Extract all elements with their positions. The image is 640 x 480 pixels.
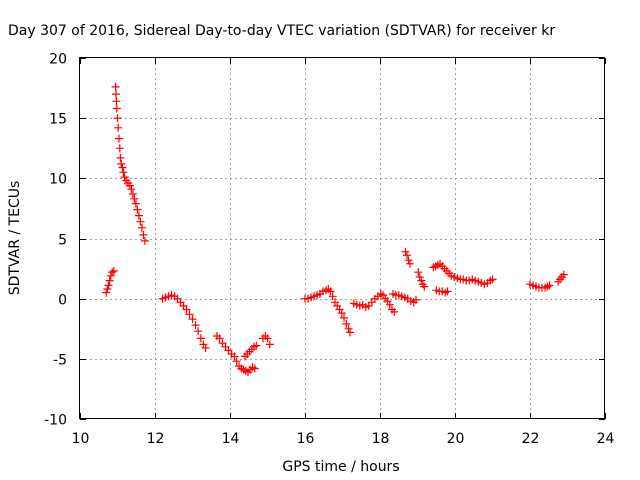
data-point-marker	[265, 340, 274, 349]
data-point-marker	[134, 211, 143, 220]
x-tick-label: 14	[222, 431, 240, 447]
data-point-marker	[342, 319, 351, 328]
y-tick-label: 20	[49, 52, 67, 68]
data-point-marker	[230, 352, 239, 361]
data-point-marker	[188, 315, 197, 324]
x-tick-label: 10	[72, 431, 90, 447]
data-point-marker	[114, 123, 123, 132]
data-point-marker	[120, 173, 129, 182]
y-tick-label: 0	[58, 293, 67, 309]
y-axis-title: SDTVAR / TECUs	[7, 181, 23, 296]
data-point-marker	[136, 217, 145, 226]
data-point-marker	[328, 292, 337, 301]
data-point-marker	[127, 185, 136, 194]
data-point-marker	[340, 313, 348, 322]
x-tick-label: 18	[372, 431, 390, 447]
data-point-marker	[417, 276, 426, 285]
data-point-marker	[337, 309, 346, 318]
data-point-marker	[545, 281, 554, 290]
data-point-marker	[232, 357, 241, 366]
axis-ticks: 10 12 14 16 18 20 22 24 -10 -5 0 5 10 15 20	[44, 52, 614, 448]
plot-frame	[79, 57, 605, 419]
data-point-marker	[344, 324, 353, 333]
data-point-marker	[137, 223, 146, 232]
data-points	[102, 82, 568, 377]
data-point-marker	[117, 159, 126, 168]
data-point-marker	[390, 307, 399, 316]
data-point-marker	[185, 310, 194, 319]
data-point-marker	[414, 268, 423, 277]
data-point-marker	[412, 295, 420, 304]
data-point-marker	[201, 344, 210, 352]
x-tick-label: 24	[597, 431, 615, 447]
x-tick-label: 12	[147, 431, 165, 447]
data-point-marker	[420, 282, 429, 291]
data-point-marker	[125, 181, 134, 190]
data-point-marker	[108, 268, 117, 277]
data-point-marker	[191, 321, 200, 330]
data-point-marker	[140, 236, 149, 245]
data-point-marker	[113, 114, 122, 123]
data-point-marker	[106, 271, 115, 280]
chart-title: Day 307 of 2016, Sidereal Day-to-day VTE…	[8, 23, 555, 39]
data-point-marker	[112, 104, 121, 113]
data-point-marker	[112, 90, 120, 99]
y-tick-label: 15	[49, 112, 67, 128]
y-tick-label: -5	[53, 353, 67, 369]
data-point-marker	[111, 82, 120, 91]
data-point-marker	[109, 267, 118, 275]
data-point-marker	[406, 259, 414, 268]
data-point-marker	[130, 194, 139, 203]
data-point-marker	[128, 190, 137, 198]
grid	[80, 58, 605, 419]
data-point-marker	[196, 334, 205, 343]
data-point-marker	[385, 300, 394, 309]
data-point-marker	[252, 341, 261, 350]
data-point-marker	[112, 97, 121, 106]
y-tick-label: -10	[44, 413, 67, 429]
data-point-marker	[263, 334, 272, 343]
data-point-marker	[488, 275, 497, 284]
data-point-marker	[104, 281, 113, 290]
x-tick-label: 16	[297, 431, 315, 447]
data-point-marker	[115, 134, 123, 143]
data-point-marker	[403, 251, 411, 260]
data-point-marker	[559, 270, 568, 279]
y-tick-label: 5	[58, 233, 67, 249]
data-point-marker	[116, 153, 125, 162]
x-axis-title: GPS time / hours	[282, 459, 399, 475]
data-point-marker	[133, 205, 142, 214]
data-point-marker	[102, 288, 111, 297]
data-point-marker	[194, 327, 203, 336]
x-tick-label: 22	[522, 431, 540, 447]
data-point-marker	[346, 328, 354, 337]
data-point-marker	[250, 364, 259, 373]
data-point-marker	[443, 287, 452, 296]
data-point-marker	[139, 230, 148, 239]
data-point-marker	[404, 256, 413, 265]
data-point-marker	[182, 305, 191, 314]
data-point-marker	[326, 287, 335, 296]
x-tick-label: 20	[447, 431, 465, 447]
data-point-marker	[131, 199, 140, 208]
y-tick-label: 10	[49, 172, 67, 188]
data-point-marker	[118, 163, 127, 172]
data-point-marker	[103, 285, 112, 293]
data-point-marker	[105, 276, 114, 285]
data-point-marker	[415, 273, 424, 281]
data-point-marker	[115, 144, 124, 153]
data-point-marker	[401, 247, 410, 256]
data-point-marker	[215, 334, 224, 343]
data-point-marker	[119, 168, 128, 177]
